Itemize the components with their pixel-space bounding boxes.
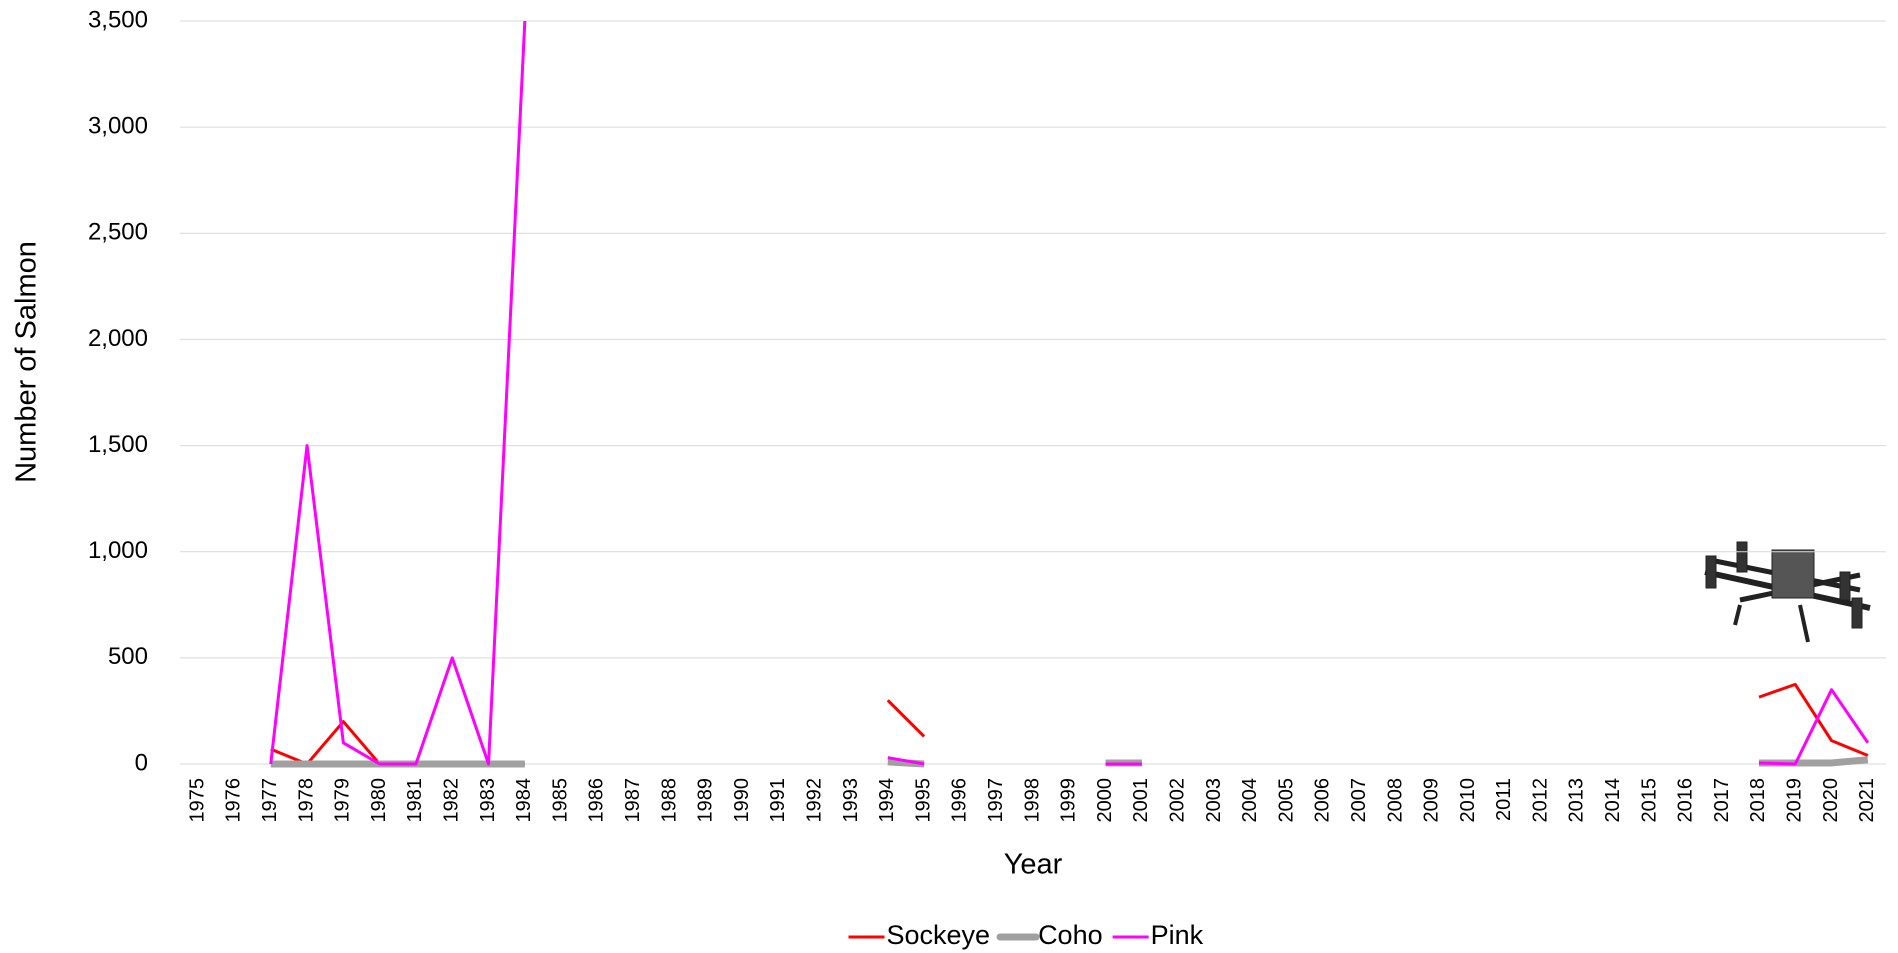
x-tick-label: 2006	[1312, 778, 1334, 823]
x-tick-label: 1996	[949, 778, 971, 823]
x-tick-label: 1994	[876, 778, 898, 823]
x-tick-label: 1988	[658, 778, 680, 823]
y-tick-label: 500	[108, 643, 148, 670]
x-tick-label: 2001	[1130, 778, 1152, 823]
x-tick-label: 1983	[477, 778, 499, 823]
x-tick-label: 1982	[441, 778, 463, 823]
x-tick-label: 2016	[1675, 778, 1697, 823]
drone-photo	[1704, 541, 1871, 643]
x-tick-label: 2019	[1784, 778, 1806, 823]
x-tick-label: 1977	[259, 778, 281, 823]
y-tick-label: 0	[135, 749, 148, 776]
series-line	[1758, 682, 1869, 757]
x-tick-label: 1981	[404, 778, 426, 823]
x-tick-label: 2017	[1711, 778, 1733, 823]
x-tick-label: 2007	[1348, 778, 1370, 823]
legend-label: Coho	[1038, 920, 1103, 950]
x-tick-label: 2021	[1856, 778, 1878, 823]
y-tick-label: 1,500	[88, 431, 148, 458]
x-tick-label: 2008	[1384, 778, 1406, 823]
legend-label: Pink	[1151, 920, 1204, 950]
y-tick-label: 1,000	[88, 537, 148, 564]
x-tick-label: 1979	[332, 778, 354, 823]
y-axis-title: Number of Salmon	[11, 241, 43, 483]
x-tick-label: 1995	[912, 778, 934, 823]
x-tick-label: 2003	[1203, 778, 1225, 823]
x-axis-title: Year	[1004, 849, 1063, 881]
x-tick-label: 2009	[1421, 778, 1443, 823]
x-tick-label: 2014	[1602, 778, 1624, 823]
y-tick-label: 3,000	[88, 112, 148, 139]
x-tick-label: 1978	[295, 778, 317, 823]
x-tick-label: 1986	[586, 778, 608, 823]
x-tick-label: 1975	[186, 778, 208, 823]
legend-label: Sockeye	[887, 920, 991, 950]
x-tick-label: 1990	[731, 778, 753, 823]
series-line	[887, 756, 925, 766]
x-tick-label: 1976	[223, 778, 245, 823]
x-tick-label: 2018	[1747, 778, 1769, 823]
series-line	[269, 20, 527, 766]
x-tick-label: 1984	[513, 778, 535, 823]
x-tick-label: 2011	[1493, 778, 1515, 821]
series-line	[1758, 688, 1870, 766]
x-tick-label: 2004	[1239, 778, 1261, 823]
x-tick-label: 2015	[1638, 778, 1660, 823]
y-tick-label: 2,000	[88, 325, 148, 352]
x-tick-label: 1992	[803, 778, 825, 823]
y-tick-label: 3,500	[88, 6, 148, 33]
x-tick-label: 2020	[1820, 778, 1842, 823]
x-tick-label: 1999	[1058, 778, 1080, 823]
x-tick-label: 2002	[1166, 778, 1188, 823]
x-tick-label: 1980	[368, 778, 390, 823]
x-tick-label: 2013	[1566, 778, 1588, 823]
x-tick-label: 1987	[622, 778, 644, 823]
x-tick-label: 1991	[767, 778, 789, 823]
x-tick-label: 2005	[1275, 778, 1297, 823]
x-tick-label: 2010	[1457, 778, 1479, 823]
x-tick-label: 2000	[1094, 778, 1116, 823]
x-tick-label: 1989	[695, 778, 717, 823]
x-tick-label: 2012	[1529, 778, 1551, 823]
y-tick-label: 2,500	[88, 219, 148, 246]
x-tick-label: 1993	[840, 778, 862, 823]
series-line	[886, 699, 926, 738]
x-tick-label: 1998	[1021, 778, 1043, 823]
x-tick-label: 1985	[549, 778, 571, 823]
x-tick-label: 1997	[985, 778, 1007, 823]
